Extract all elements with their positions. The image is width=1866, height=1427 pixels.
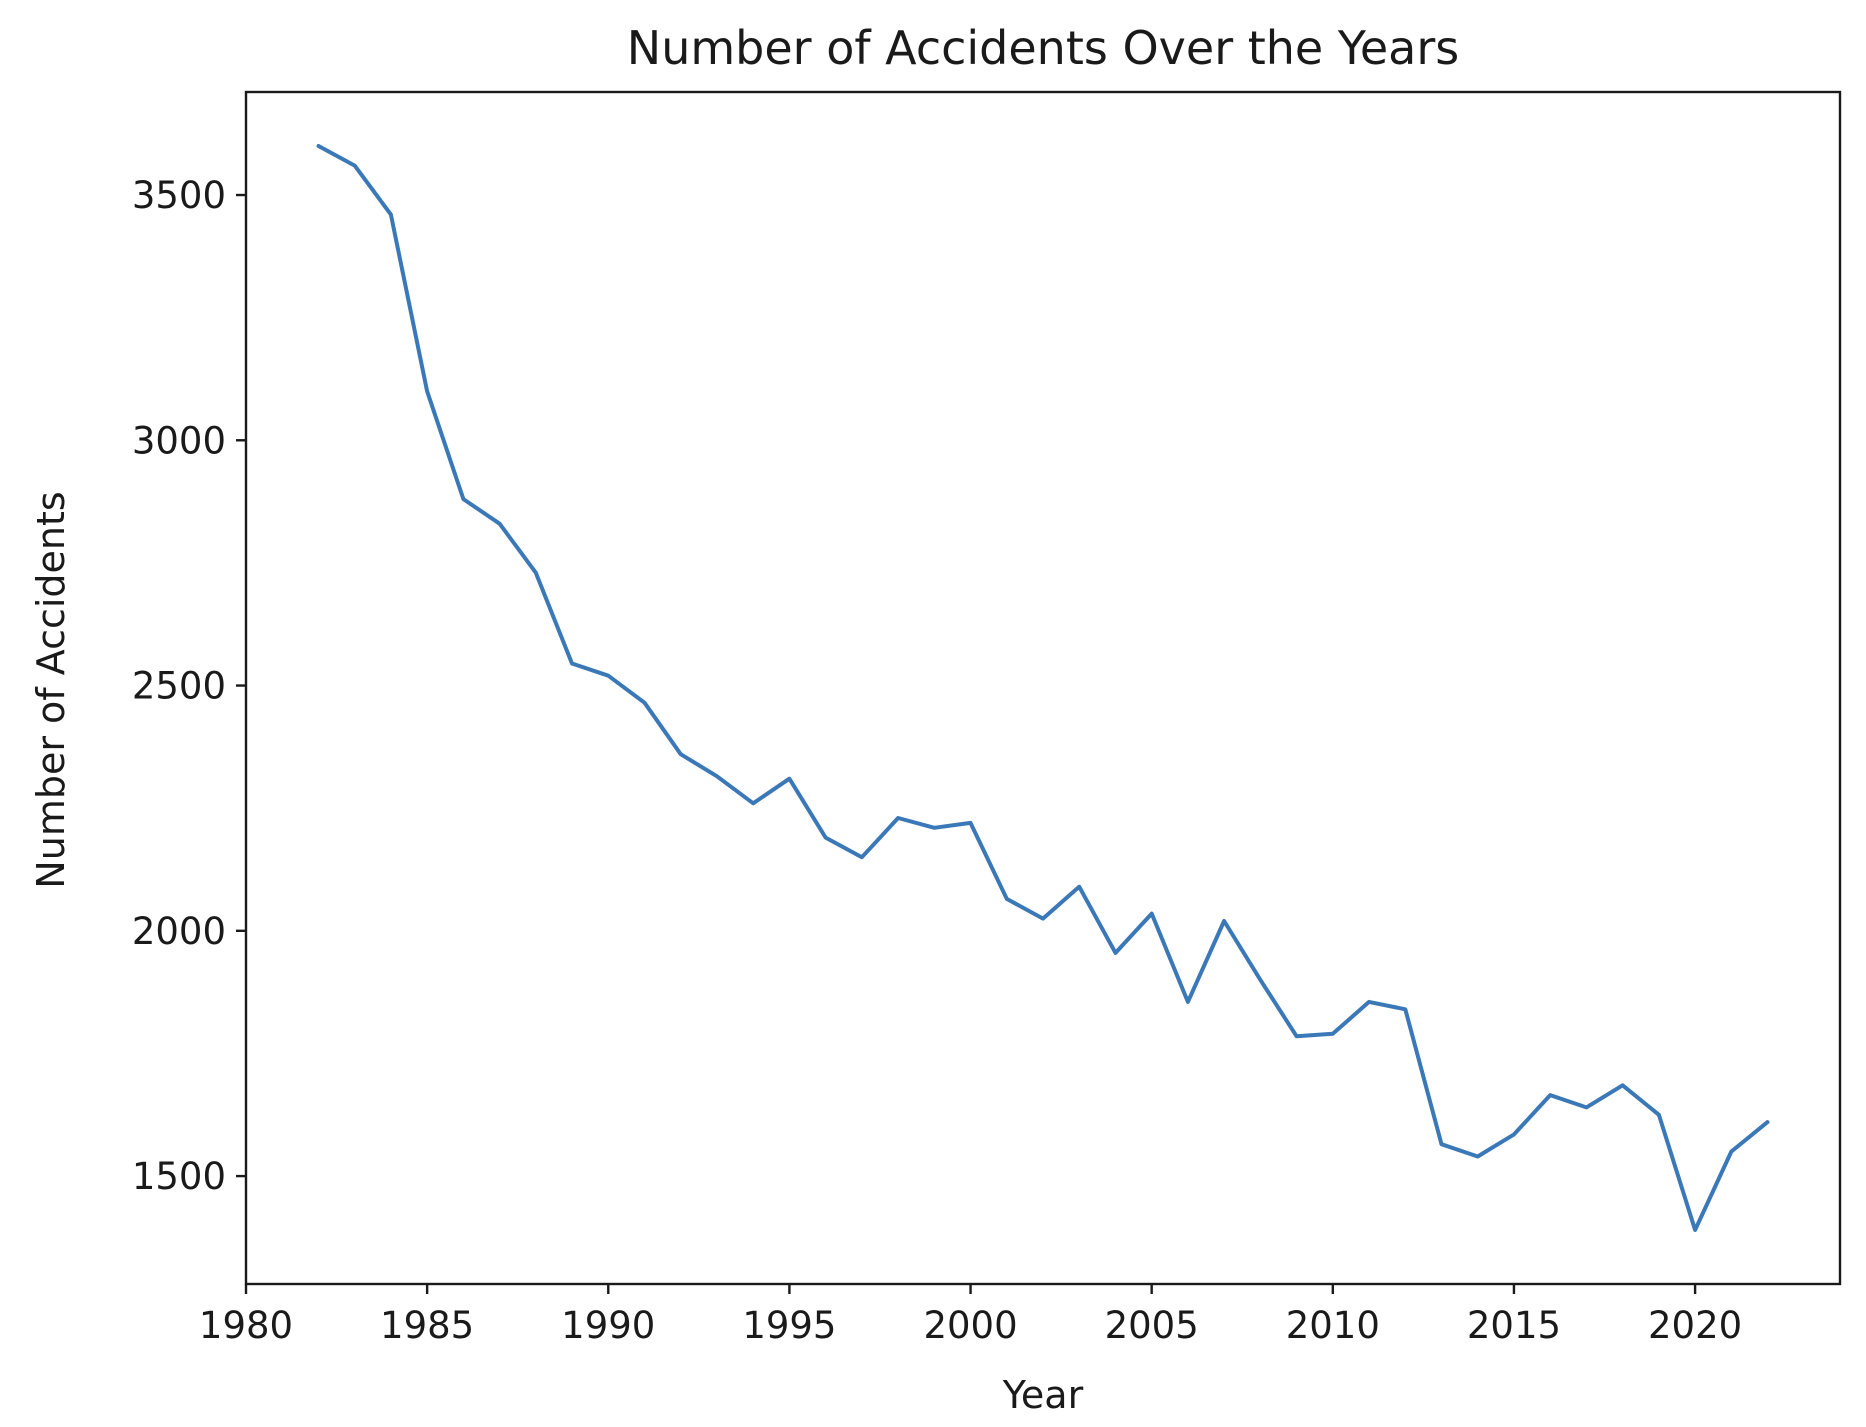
x-tick-label-2015: 2015 — [1467, 1304, 1561, 1347]
x-tick-label-1980: 1980 — [199, 1304, 293, 1347]
y-tick-label-2000: 2000 — [132, 910, 226, 953]
y-axis: 1500 2000 2500 3000 3500 — [132, 174, 246, 1198]
x-axis-label: Year — [1002, 1373, 1084, 1417]
series-line — [316, 144, 1770, 1232]
x-tick-label-1990: 1990 — [561, 1304, 655, 1347]
x-tick-label-1985: 1985 — [380, 1304, 474, 1347]
y-tick-label-2500: 2500 — [132, 665, 226, 708]
y-axis-label: Number of Accidents — [29, 491, 73, 888]
x-tick-label-1995: 1995 — [742, 1304, 836, 1347]
chart-title: Number of Accidents Over the Years — [627, 21, 1459, 75]
y-tick-label-3500: 3500 — [132, 174, 226, 217]
y-tick-label-1500: 1500 — [132, 1155, 226, 1198]
x-tick-label-2000: 2000 — [923, 1304, 1017, 1347]
y-tick-label-3000: 3000 — [132, 419, 226, 462]
x-tick-label-2020: 2020 — [1648, 1304, 1742, 1347]
plot-area — [315, 143, 1770, 1233]
x-tick-label-2010: 2010 — [1286, 1304, 1380, 1347]
data-points — [315, 143, 1770, 1233]
x-axis: 1980 1985 1990 1995 2000 2005 2010 2015 2020 — [199, 1284, 1742, 1347]
x-tick-label-2005: 2005 — [1105, 1304, 1199, 1347]
plot-frame — [244, 90, 1842, 1286]
